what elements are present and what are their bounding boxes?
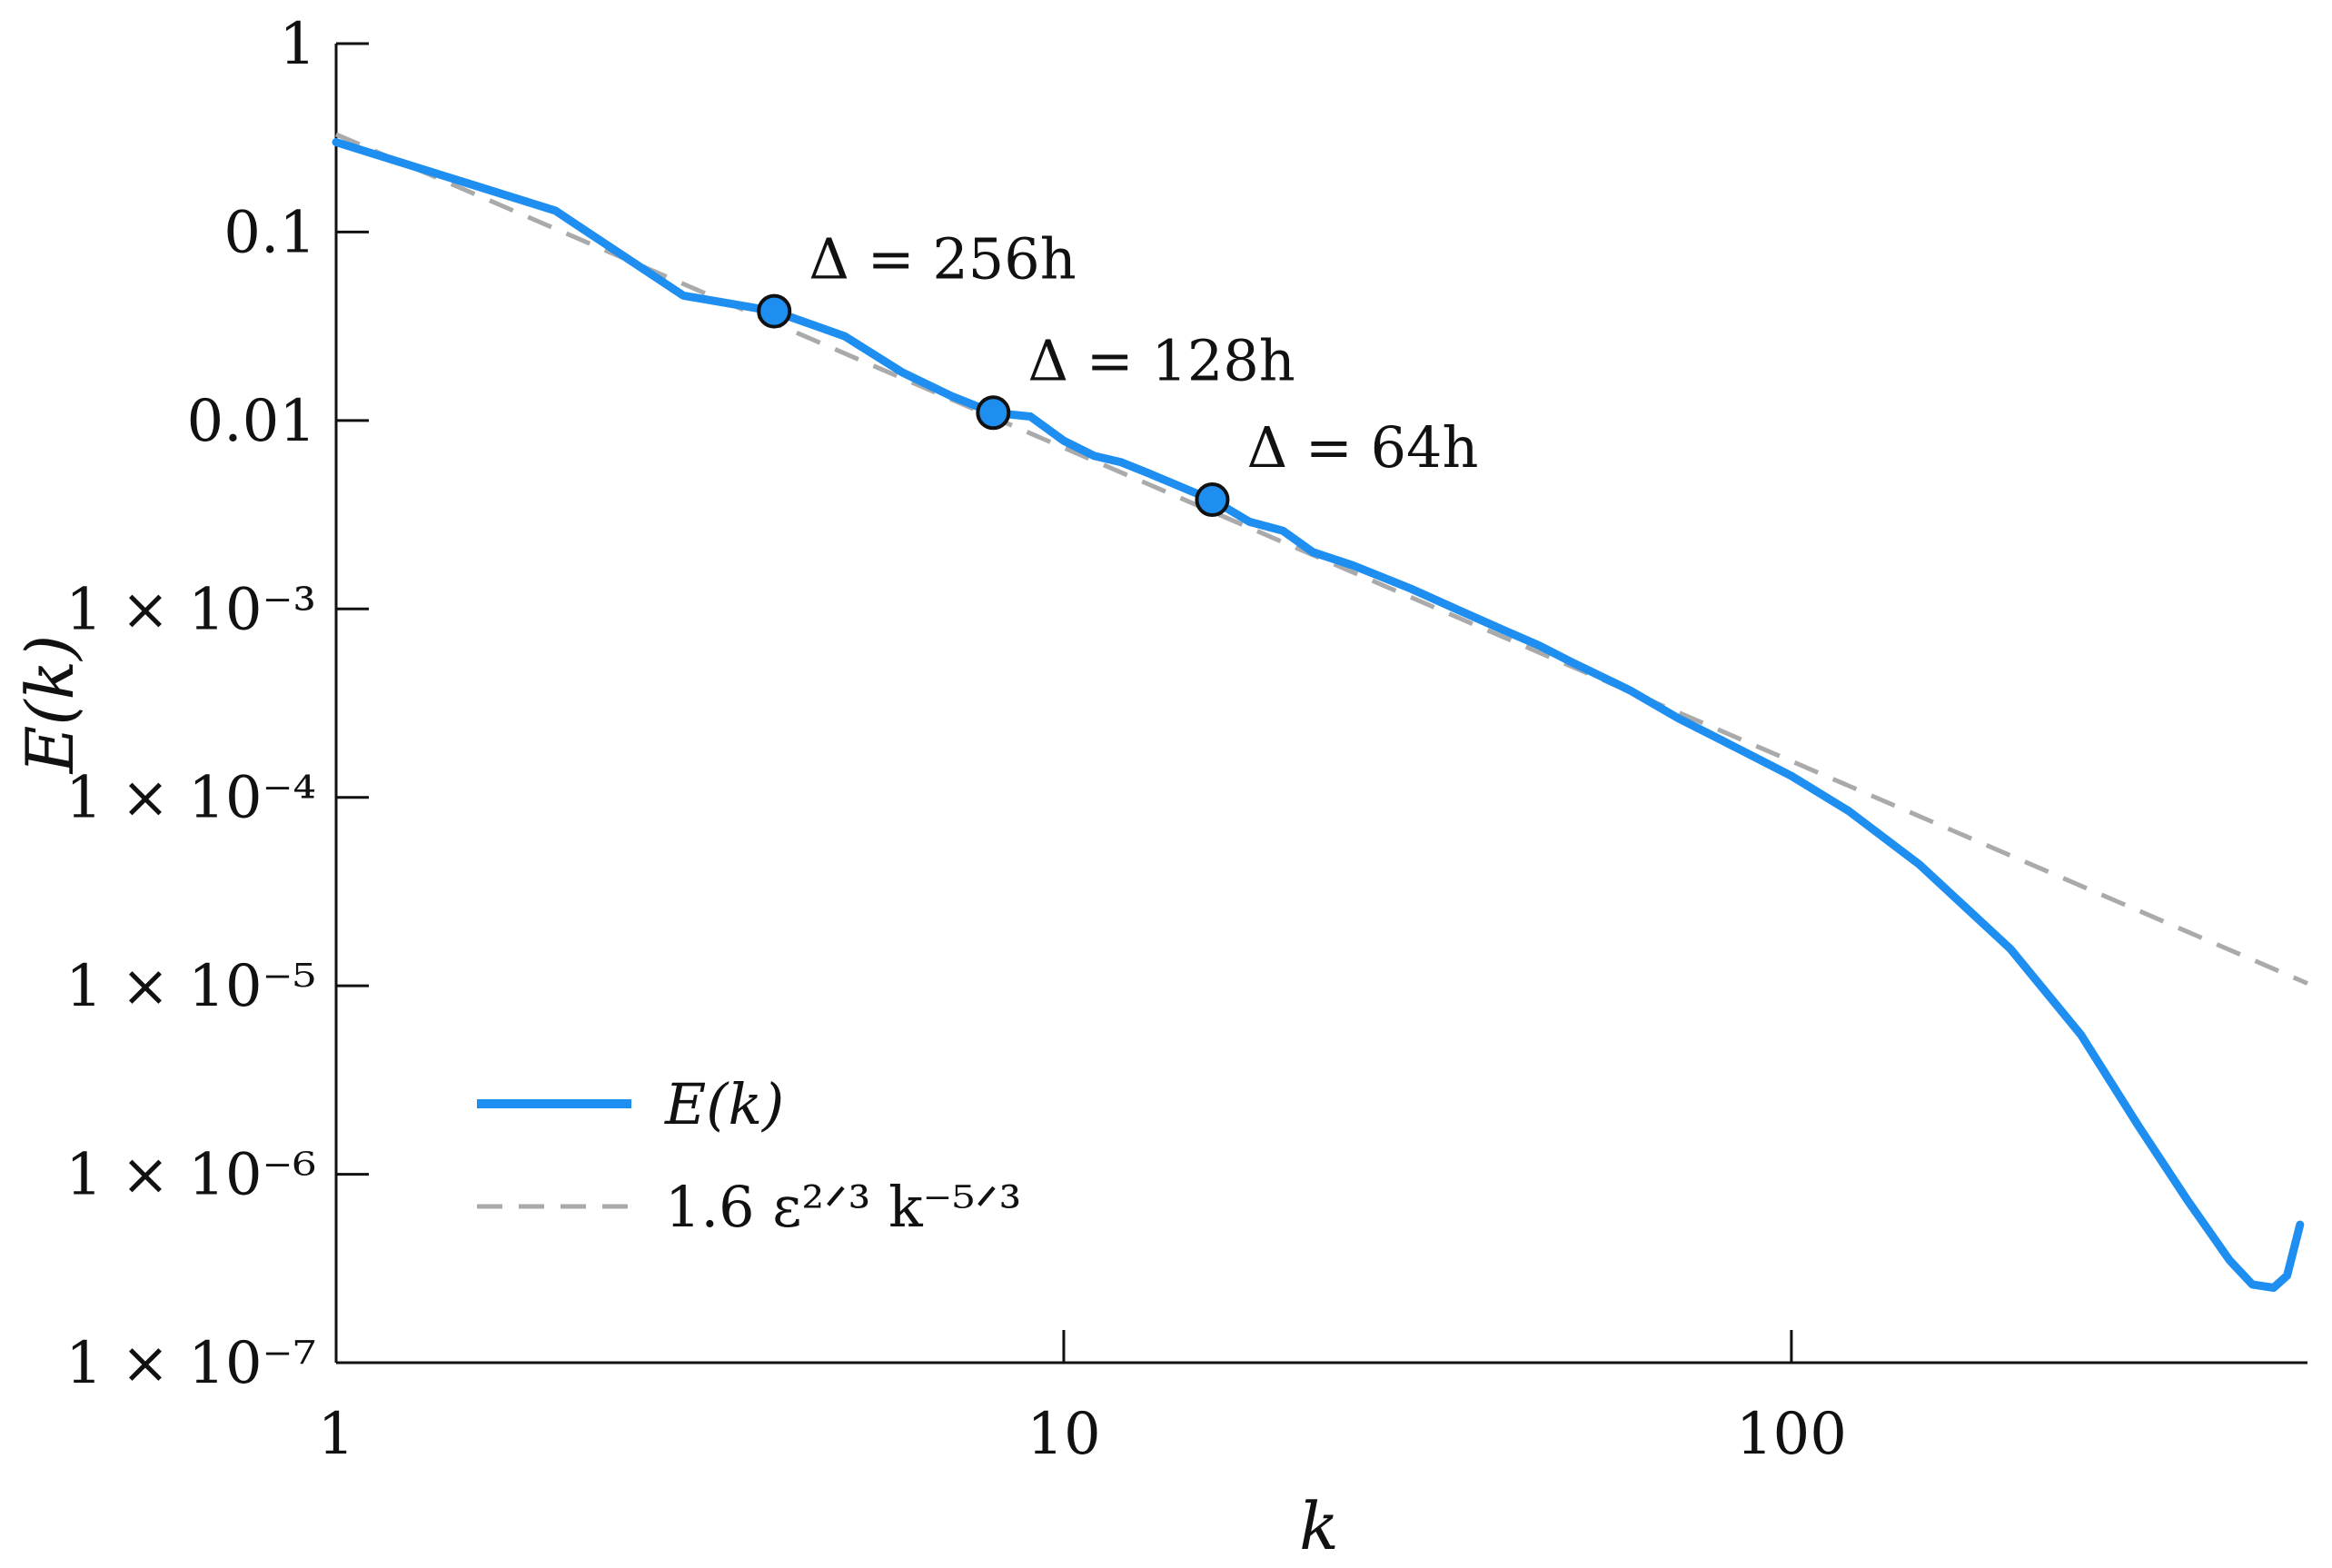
marker-label-2: Δ = 64h: [1246, 414, 1478, 481]
marker-layer: Δ = 256h Δ = 128h Δ = 64h: [757, 226, 1478, 518]
y-tick-label-3: 1 × 10⁻³: [65, 576, 316, 643]
y-tick-label-6: 1 × 10⁻⁶: [65, 1142, 316, 1209]
legend-label-kolmogorov: 1.6 ε²ᐟ³ k⁻⁵ᐟ³: [665, 1174, 1021, 1240]
marker-label-1: Δ = 128h: [1027, 327, 1295, 393]
series-line-1: [335, 132, 2308, 986]
marker-point-2: [1195, 482, 1230, 518]
y-tick-label-4: 1 × 10⁻⁴: [65, 765, 316, 832]
y-axis-title: E(k): [12, 635, 88, 775]
legend: E(k) 1.6 ε²ᐟ³ k⁻⁵ᐟ³: [477, 1071, 1021, 1240]
x-tick-label-2: 100: [1736, 1401, 1847, 1468]
marker-point-0: [757, 293, 792, 329]
series-line-0: [332, 138, 2305, 1292]
marker-point-1: [976, 395, 1011, 431]
x-axis-title: k: [1299, 1488, 1339, 1564]
y-axis-title-text: E(k): [12, 635, 88, 775]
y-tick-label-0: 1: [279, 11, 316, 78]
legend-label-spectrum: E(k): [664, 1071, 784, 1137]
y-tick-label-2: 0.01: [187, 388, 317, 455]
marker-label-0: Δ = 256h: [809, 226, 1076, 293]
y-tick-label-7: 1 × 10⁻⁷: [65, 1330, 316, 1397]
axes: [334, 44, 2307, 1365]
ticks: 1 10 100 1 0.1 0.01 1 × 10⁻³ 1 × 10⁻⁴ 1 × 10⁻⁵ 1 …: [65, 11, 1847, 1468]
y-tick-label-5: 1 × 10⁻⁵: [65, 953, 316, 1020]
series-layer: [332, 132, 2308, 1292]
x-tick-label-0: 1: [318, 1401, 355, 1468]
x-tick-label-1: 10: [1027, 1401, 1100, 1468]
y-tick-label-1: 0.1: [223, 199, 316, 266]
